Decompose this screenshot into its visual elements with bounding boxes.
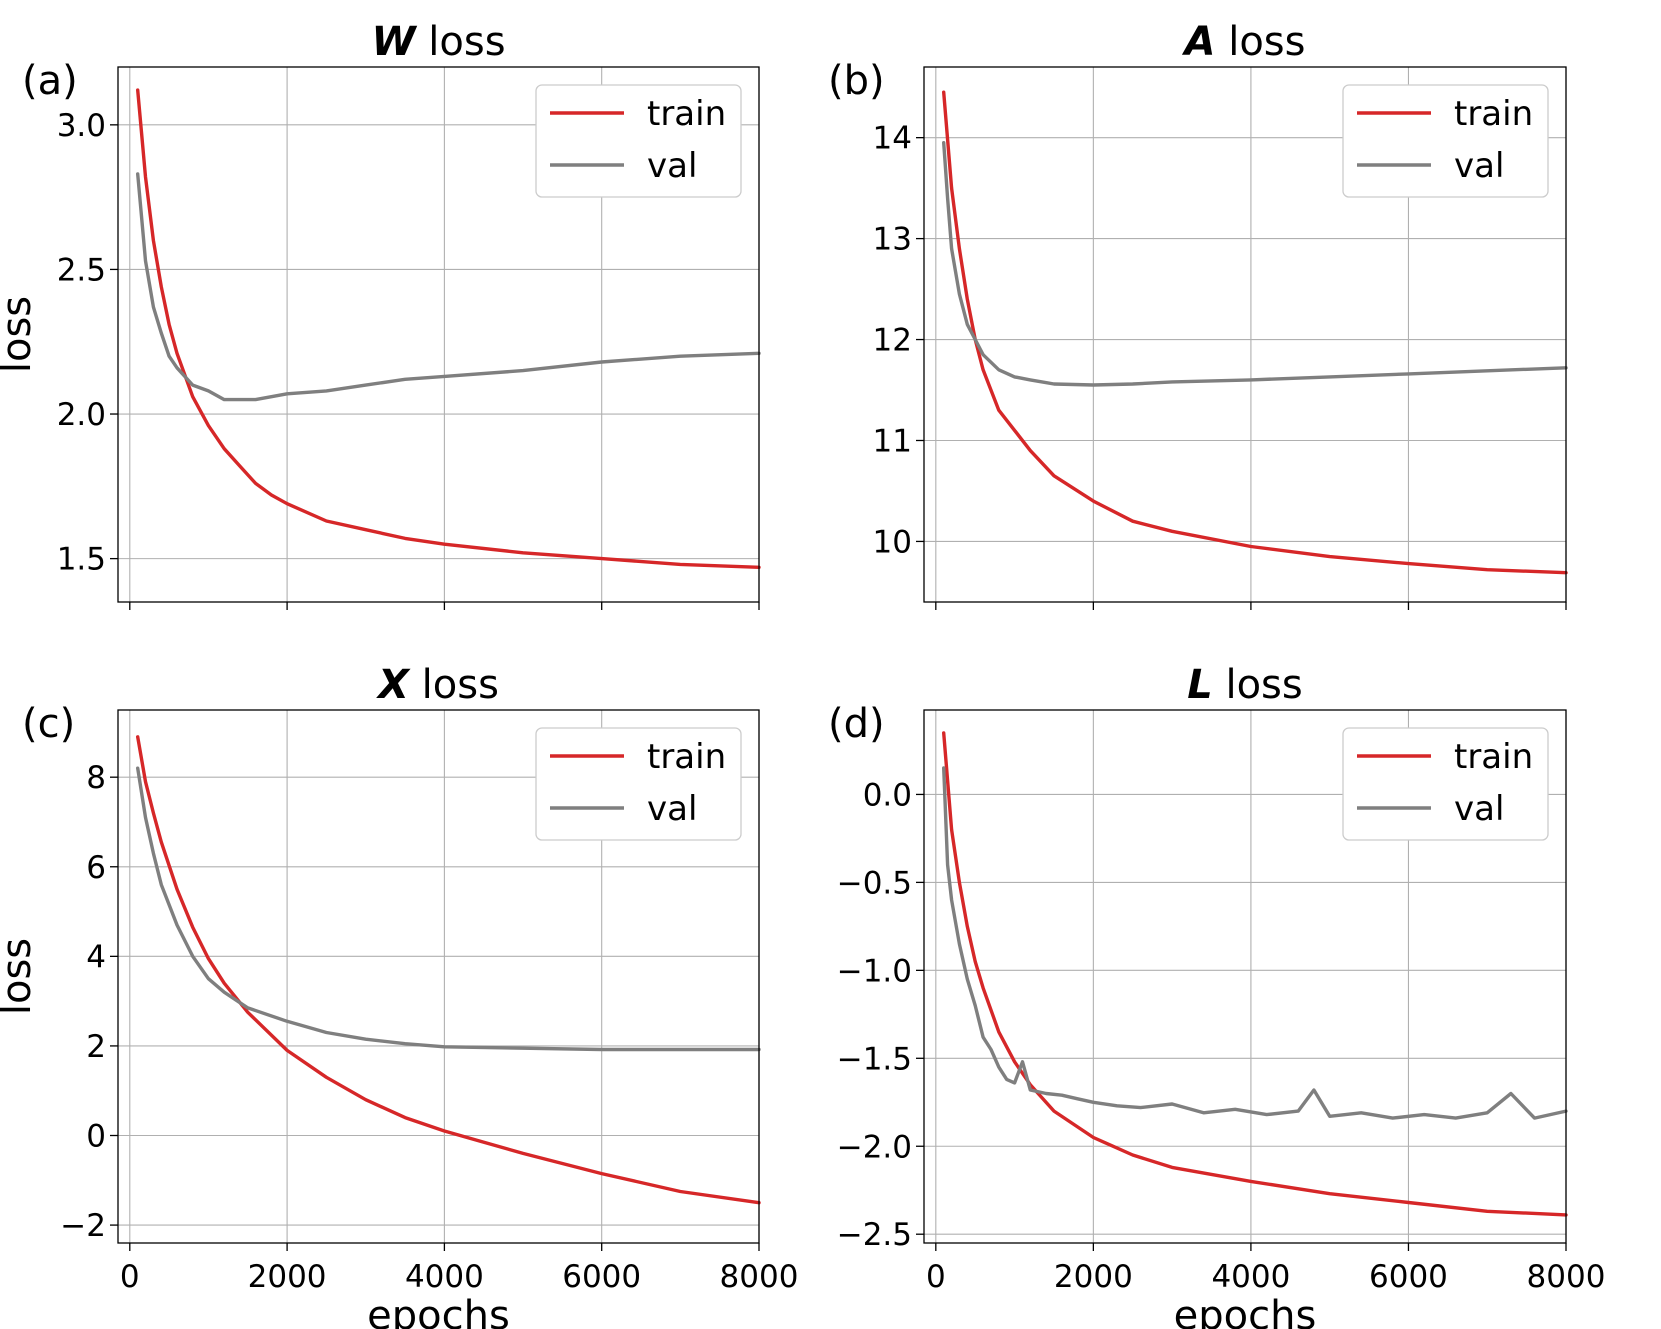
y-tick-label: 3.0 [57,108,106,144]
x-axis-label: epochs [367,1293,510,1329]
panel-d: 0 2000 4000 6000 8000 −2.5 −2.0 −1.5 −1.0 −0.5 0.0… [828,662,1605,1329]
x-tick-label: 6000 [1369,1259,1448,1295]
panel-tag: (d) [828,701,885,747]
y-tick-label: −0.5 [837,865,912,901]
y-tick-label: 13 [873,222,912,258]
y-tick-label: 0 [86,1119,106,1155]
series-line-train [942,90,1568,575]
y-tick-label: 1.5 [57,542,106,578]
legend-label-val: val [647,146,697,186]
panel-title: L loss [1187,662,1302,708]
y-tick-label: 11 [873,423,912,459]
y-tick-label: 6 [86,850,106,886]
legend-label-val: val [647,789,697,829]
series-line-val [942,766,1568,1120]
title-text: loss [1213,662,1303,708]
panel-title: X loss [375,662,499,708]
legend-label-train: train [647,94,726,134]
series-line-val [136,766,761,1052]
x-tick-label: 8000 [720,1259,799,1295]
y-tick-label: 12 [873,323,912,359]
panel-a: 1.5 2.0 2.5 3.0 W loss (a) loss train val [0,19,761,610]
plot-frame [923,709,1567,1244]
y-axis-label: loss [0,938,40,1015]
y-tick-label: −2.5 [837,1217,912,1253]
legend: train val [535,84,742,198]
y-tick-label: 2.0 [57,397,106,433]
legend-label-val: val [1454,146,1504,186]
x-axis-label: epochs [1174,1293,1317,1329]
x-tick-label: 4000 [405,1259,484,1295]
legend: train val [1342,84,1549,198]
title-symbol: L [1187,662,1213,708]
x-tick-label: 0 [926,1259,946,1295]
panel-c: 0 2000 4000 6000 8000 −2 0 2 4 6 8 X loss (c) loss epo… [0,662,798,1329]
title-symbol: A [1182,19,1216,65]
legend-label-train: train [1454,737,1533,777]
panel-b: 10 11 12 13 14 A loss (b) train val [828,19,1568,610]
panel-tag: (a) [22,58,78,104]
plot-frame [117,709,760,1244]
series-line-val [136,172,761,402]
y-tick-label: 2 [86,1029,106,1065]
panel-tag: (c) [22,701,75,747]
title-text: loss [409,662,499,708]
panel-tag: (b) [828,58,885,104]
panel-title: A loss [1182,19,1306,65]
x-tick-label: 8000 [1527,1259,1606,1295]
y-tick-label: 10 [873,524,912,560]
title-text: loss [416,19,506,65]
plot-frame [117,66,760,603]
title-text: loss [1215,19,1305,65]
series-line-val [942,141,1568,387]
y-tick-label: −2 [60,1208,106,1244]
panel-title: W loss [371,19,505,65]
y-tick-label: 4 [86,939,106,975]
y-axis-label: loss [0,296,40,373]
x-tick-label: 2000 [248,1259,327,1295]
y-tick-label: −1.5 [837,1041,912,1077]
legend-label-val: val [1454,789,1504,829]
y-tick-label: 0.0 [863,777,912,813]
y-tick-label: 14 [873,121,912,157]
legend: train val [535,727,742,841]
y-tick-label: −2.0 [837,1129,912,1165]
title-symbol: X [375,662,411,708]
x-tick-label: 0 [120,1259,140,1295]
legend-label-train: train [647,737,726,777]
y-tick-label: −1.0 [837,953,912,989]
plot-frame [923,66,1567,603]
series-line-train [942,731,1568,1217]
x-tick-label: 2000 [1054,1259,1133,1295]
y-tick-label: 2.5 [57,252,106,288]
legend: train val [1342,727,1549,841]
legend-label-train: train [1454,94,1533,134]
series-line-train [136,88,761,569]
title-symbol: W [371,19,417,65]
series-line-train [136,735,761,1205]
x-tick-label: 6000 [562,1259,641,1295]
y-tick-label: 8 [86,760,106,796]
x-tick-label: 4000 [1211,1259,1290,1295]
